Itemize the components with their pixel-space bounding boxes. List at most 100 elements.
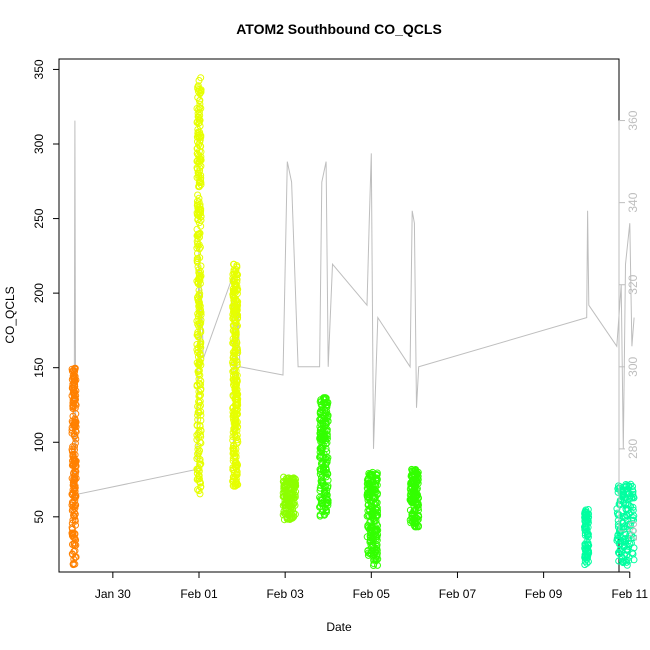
data-point [317,482,325,489]
data-point [286,515,294,523]
data-point [623,512,631,520]
data-point [318,444,325,452]
data-point [234,349,242,357]
data-point [630,494,638,502]
data-point [68,367,76,375]
data-point [233,479,241,487]
data-point [72,428,80,436]
data-point [194,349,202,357]
data-point [194,191,202,199]
data-point [409,478,417,486]
data-point [69,479,77,486]
data-point [68,550,76,558]
data-point [194,113,202,121]
data-point [71,367,79,375]
data-point [69,516,77,524]
data-point [194,320,202,328]
points-layer [68,74,638,569]
data-point [369,541,377,549]
data-point [324,454,332,462]
data-point [316,484,324,492]
x-tick-label: Feb 07 [439,587,477,601]
data-point [410,502,418,510]
data-point [363,489,371,497]
data-point [414,493,422,501]
data-point [231,388,239,396]
data-point [70,482,78,490]
data-point [285,504,293,512]
data-point [621,513,629,521]
data-point [193,346,201,354]
data-point [373,549,381,557]
y-tick-label: 350 [32,59,46,79]
data-point [229,339,237,347]
data-point [316,502,324,510]
x-tick-label: Feb 11 [612,587,649,601]
data-point [195,194,203,202]
data-point [373,471,381,479]
plot-frame [58,58,620,573]
data-point [233,262,241,269]
data-point [233,376,241,384]
data-point [373,525,381,533]
data-point [194,445,202,453]
data-point [69,405,77,412]
data-point [194,216,202,224]
data-point [290,483,298,491]
data-point [630,556,638,564]
data-point [194,83,202,91]
data-point [231,308,239,315]
data-point [232,281,240,289]
data-point [408,510,416,518]
data-point [194,249,201,257]
data-point [286,500,293,508]
data-point [196,104,204,111]
data-point [232,449,240,457]
data-point [411,522,418,530]
data-point [231,276,238,284]
data-point [193,118,201,126]
data-point [318,480,326,488]
data-point [195,332,203,340]
data-point [289,480,297,488]
data-point [410,479,418,487]
data-point [618,555,626,563]
data-point [581,529,589,537]
data-point [229,327,237,335]
data-point [197,417,205,424]
data-point [316,452,324,460]
data-point [196,275,203,283]
data-point [72,427,79,435]
data-point [321,490,329,498]
data-point [582,552,590,560]
data-point [627,539,635,547]
data-point [71,510,79,518]
data-point [233,406,241,414]
data-point [623,482,631,490]
data-point [196,254,204,262]
y-right-tick-label: 300 [626,356,640,376]
x-tick-label: Feb 05 [353,587,391,601]
data-point [280,487,288,495]
data-point [196,461,204,469]
data-point [628,494,636,502]
data-point [196,280,204,287]
data-point [322,473,330,481]
data-point [68,519,76,527]
data-point [195,361,203,369]
data-point [234,461,241,469]
y-axis-label: CO_QCLS [3,286,17,343]
data-point [195,375,203,383]
data-point [622,556,630,564]
data-point [364,547,372,555]
data-point [581,514,589,522]
data-point [364,474,372,482]
data-point [194,403,202,410]
data-point [372,533,380,541]
data-point [317,396,325,404]
data-point [195,370,203,378]
data-point [317,401,325,409]
data-point [319,467,327,475]
data-point [195,487,203,495]
data-point [365,488,373,496]
